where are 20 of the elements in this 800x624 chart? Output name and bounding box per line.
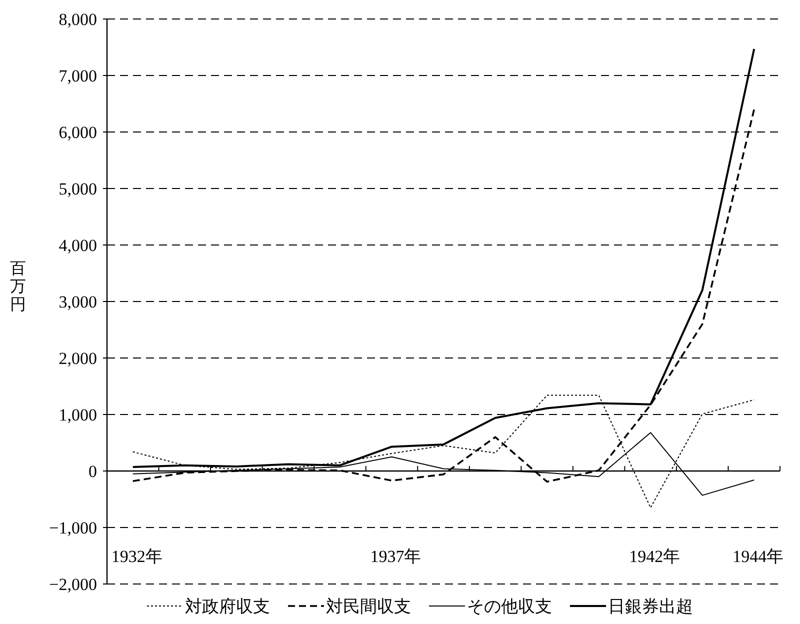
y-tick-label: 6,000: [58, 123, 97, 142]
x-tick-label: 1944年: [732, 546, 784, 566]
legend-label: 対政府収支: [185, 597, 270, 616]
y-tick-label: 3,000: [58, 292, 97, 312]
y-tick-label: 8,000: [58, 10, 97, 29]
x-tick-label: 1937年: [370, 546, 422, 566]
legend-label: 日銀券出超: [608, 597, 693, 616]
y-tick-label: −1,000: [49, 518, 97, 538]
y-axis-title: 百万円: [10, 260, 26, 314]
y-tick-label: 1,000: [58, 406, 97, 424]
y-tick-label: 7,000: [58, 66, 97, 86]
legend-label: その他収支: [467, 597, 552, 616]
legend-label: 対民間収支: [326, 597, 411, 616]
y-tick-label: 4,000: [58, 236, 97, 255]
y-tick-label: 5,000: [58, 180, 97, 198]
x-tick-label: 1942年: [629, 546, 680, 566]
y-tick-label: 0: [88, 462, 97, 481]
x-tick-label: 1932年: [111, 546, 162, 566]
y-tick-label: 2,000: [58, 349, 97, 368]
y-tick-label: −2,000: [49, 575, 97, 594]
